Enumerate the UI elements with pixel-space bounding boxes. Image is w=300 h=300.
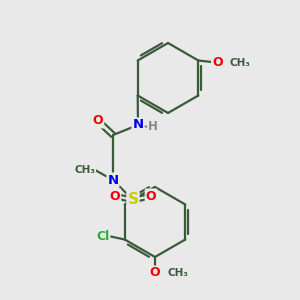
- Text: H: H: [148, 121, 158, 134]
- Text: CH₃: CH₃: [167, 268, 188, 278]
- Text: Cl: Cl: [96, 230, 109, 243]
- Text: S: S: [128, 193, 139, 208]
- Text: O: O: [150, 266, 160, 280]
- Text: N: N: [107, 173, 118, 187]
- Text: CH₃: CH₃: [229, 58, 250, 68]
- Text: O: O: [212, 56, 223, 69]
- Text: O: O: [146, 190, 156, 202]
- Text: O: O: [110, 190, 120, 202]
- Text: CH₃: CH₃: [74, 165, 95, 175]
- Text: N: N: [132, 118, 144, 131]
- Text: O: O: [93, 115, 103, 128]
